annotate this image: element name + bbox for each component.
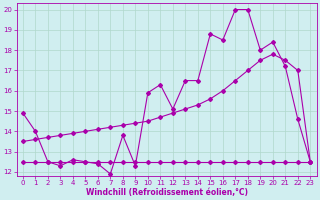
X-axis label: Windchill (Refroidissement éolien,°C): Windchill (Refroidissement éolien,°C) (85, 188, 248, 197)
